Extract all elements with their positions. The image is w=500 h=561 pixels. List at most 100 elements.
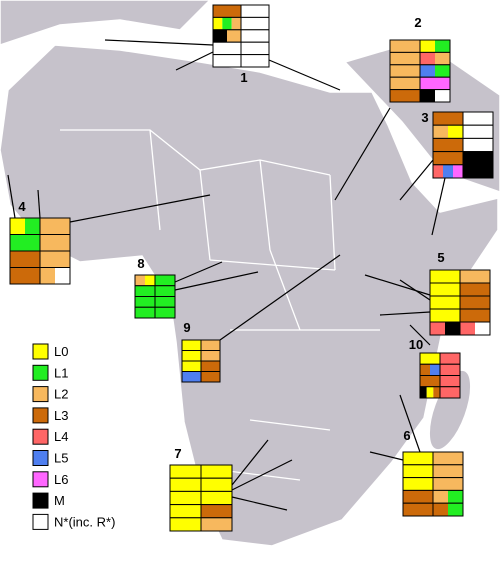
grid-cell-part <box>433 151 463 165</box>
grid-cell-part <box>448 503 463 516</box>
connector <box>334 107 391 201</box>
grid-cell-part <box>463 125 493 139</box>
grid-cell-part <box>10 267 40 284</box>
grid-cell-part <box>40 251 70 268</box>
grid-cell <box>200 517 233 532</box>
grid-cell-part <box>213 42 241 55</box>
legend-label: L3 <box>54 408 68 423</box>
grid-cell-part <box>453 164 463 178</box>
grid-cell-part <box>460 309 490 322</box>
grid-cell-part <box>10 234 40 251</box>
haplogroup-grid: 7 <box>169 446 233 532</box>
grid-cell-part <box>475 322 490 335</box>
grid-cell-part <box>390 64 420 78</box>
grid-cell-part <box>433 490 448 504</box>
grid-cell-part <box>448 125 463 139</box>
grid-cell-part <box>155 296 175 308</box>
legend-label: L0 <box>54 344 68 359</box>
grid-cell-part <box>433 503 448 516</box>
grid-cell-part <box>390 40 420 53</box>
connector <box>69 194 211 223</box>
grid-cell-part <box>440 386 460 398</box>
legend-label: L2 <box>54 387 68 402</box>
region-number: 3 <box>421 110 428 125</box>
grid-cell-part <box>420 77 450 90</box>
grid-cell-part <box>443 164 453 178</box>
region-number: 6 <box>403 428 410 443</box>
region-number: 9 <box>183 320 190 335</box>
grid-cell-part <box>155 275 175 286</box>
connector <box>399 394 421 453</box>
grid-cell-part <box>390 52 420 65</box>
grid-cell-part <box>241 5 269 18</box>
grid-cell-part <box>420 64 435 78</box>
connector <box>104 39 214 46</box>
grid-cell-part <box>433 125 448 139</box>
grid-cell-part <box>433 464 463 478</box>
grid-cell-part <box>40 234 70 251</box>
grid-cell-part <box>433 112 463 126</box>
grid-cell-part <box>241 42 269 55</box>
grid-cell-part <box>463 112 493 126</box>
legend-swatch <box>32 471 49 488</box>
grid-cell-part <box>435 52 450 65</box>
grid-cell-part <box>213 29 227 43</box>
grid-cell-part <box>403 503 433 516</box>
grid-cell-part <box>426 386 434 398</box>
region-number: 4 <box>18 199 26 214</box>
legend-swatch <box>32 407 49 424</box>
region-number: 2 <box>414 15 421 30</box>
connector <box>219 254 341 341</box>
haplogroup-grid: 4 <box>9 199 71 285</box>
grid-cell-part <box>460 283 490 296</box>
grid-cell-part <box>241 29 269 43</box>
grid-cell-part <box>222 17 232 30</box>
grid-cell-part <box>435 89 450 102</box>
legend-label: L5 <box>54 451 68 466</box>
grid-cell-part <box>213 54 241 67</box>
connector <box>175 51 214 71</box>
connector <box>369 451 404 461</box>
grid-cell-part <box>201 478 232 492</box>
grid-cell-part <box>390 77 420 90</box>
grid-cell-part <box>420 40 435 53</box>
grid-cell-part <box>10 251 40 268</box>
grid-cell-part <box>145 275 155 286</box>
grid-cell-part <box>135 285 155 297</box>
legend-swatch <box>32 343 49 360</box>
connector <box>364 274 431 296</box>
connector <box>409 324 431 346</box>
legend-swatch <box>32 450 49 466</box>
region-number: 1 <box>240 70 247 85</box>
grid-cell-part <box>445 322 460 335</box>
grid-cell <box>154 306 176 319</box>
legend-label: M <box>54 493 65 508</box>
region-number: 7 <box>174 446 181 461</box>
connector <box>399 279 431 301</box>
connector <box>431 177 446 236</box>
connector <box>268 59 341 91</box>
haplogroup-grid: 1 <box>212 4 270 85</box>
grid-cell-part <box>460 296 490 309</box>
grid-cell-part <box>135 307 155 318</box>
grid-cell-part <box>10 218 25 235</box>
grid-cell-part <box>201 361 220 372</box>
haplogroup-grid: 6 <box>402 428 464 517</box>
grid-cell-part <box>155 307 175 318</box>
grid-cell-part <box>182 350 201 361</box>
grid-cell-part <box>25 218 40 235</box>
grid-cell-part <box>403 477 433 491</box>
grid-cell-part <box>403 464 433 478</box>
legend-label: L6 <box>54 472 68 487</box>
grid-cell-part <box>403 490 433 504</box>
grid-cell-part <box>420 89 435 102</box>
haplogroup-grid: 9 <box>181 320 221 383</box>
haplogroup-grid: 2 <box>389 15 451 103</box>
connector <box>379 311 431 316</box>
grid-cell-part <box>390 89 420 102</box>
grid-cell <box>200 371 221 383</box>
legend-label: N*(inc. R*) <box>54 514 115 529</box>
grid-cell-part <box>420 52 435 65</box>
legend-swatch <box>32 492 49 509</box>
borders <box>60 129 380 481</box>
